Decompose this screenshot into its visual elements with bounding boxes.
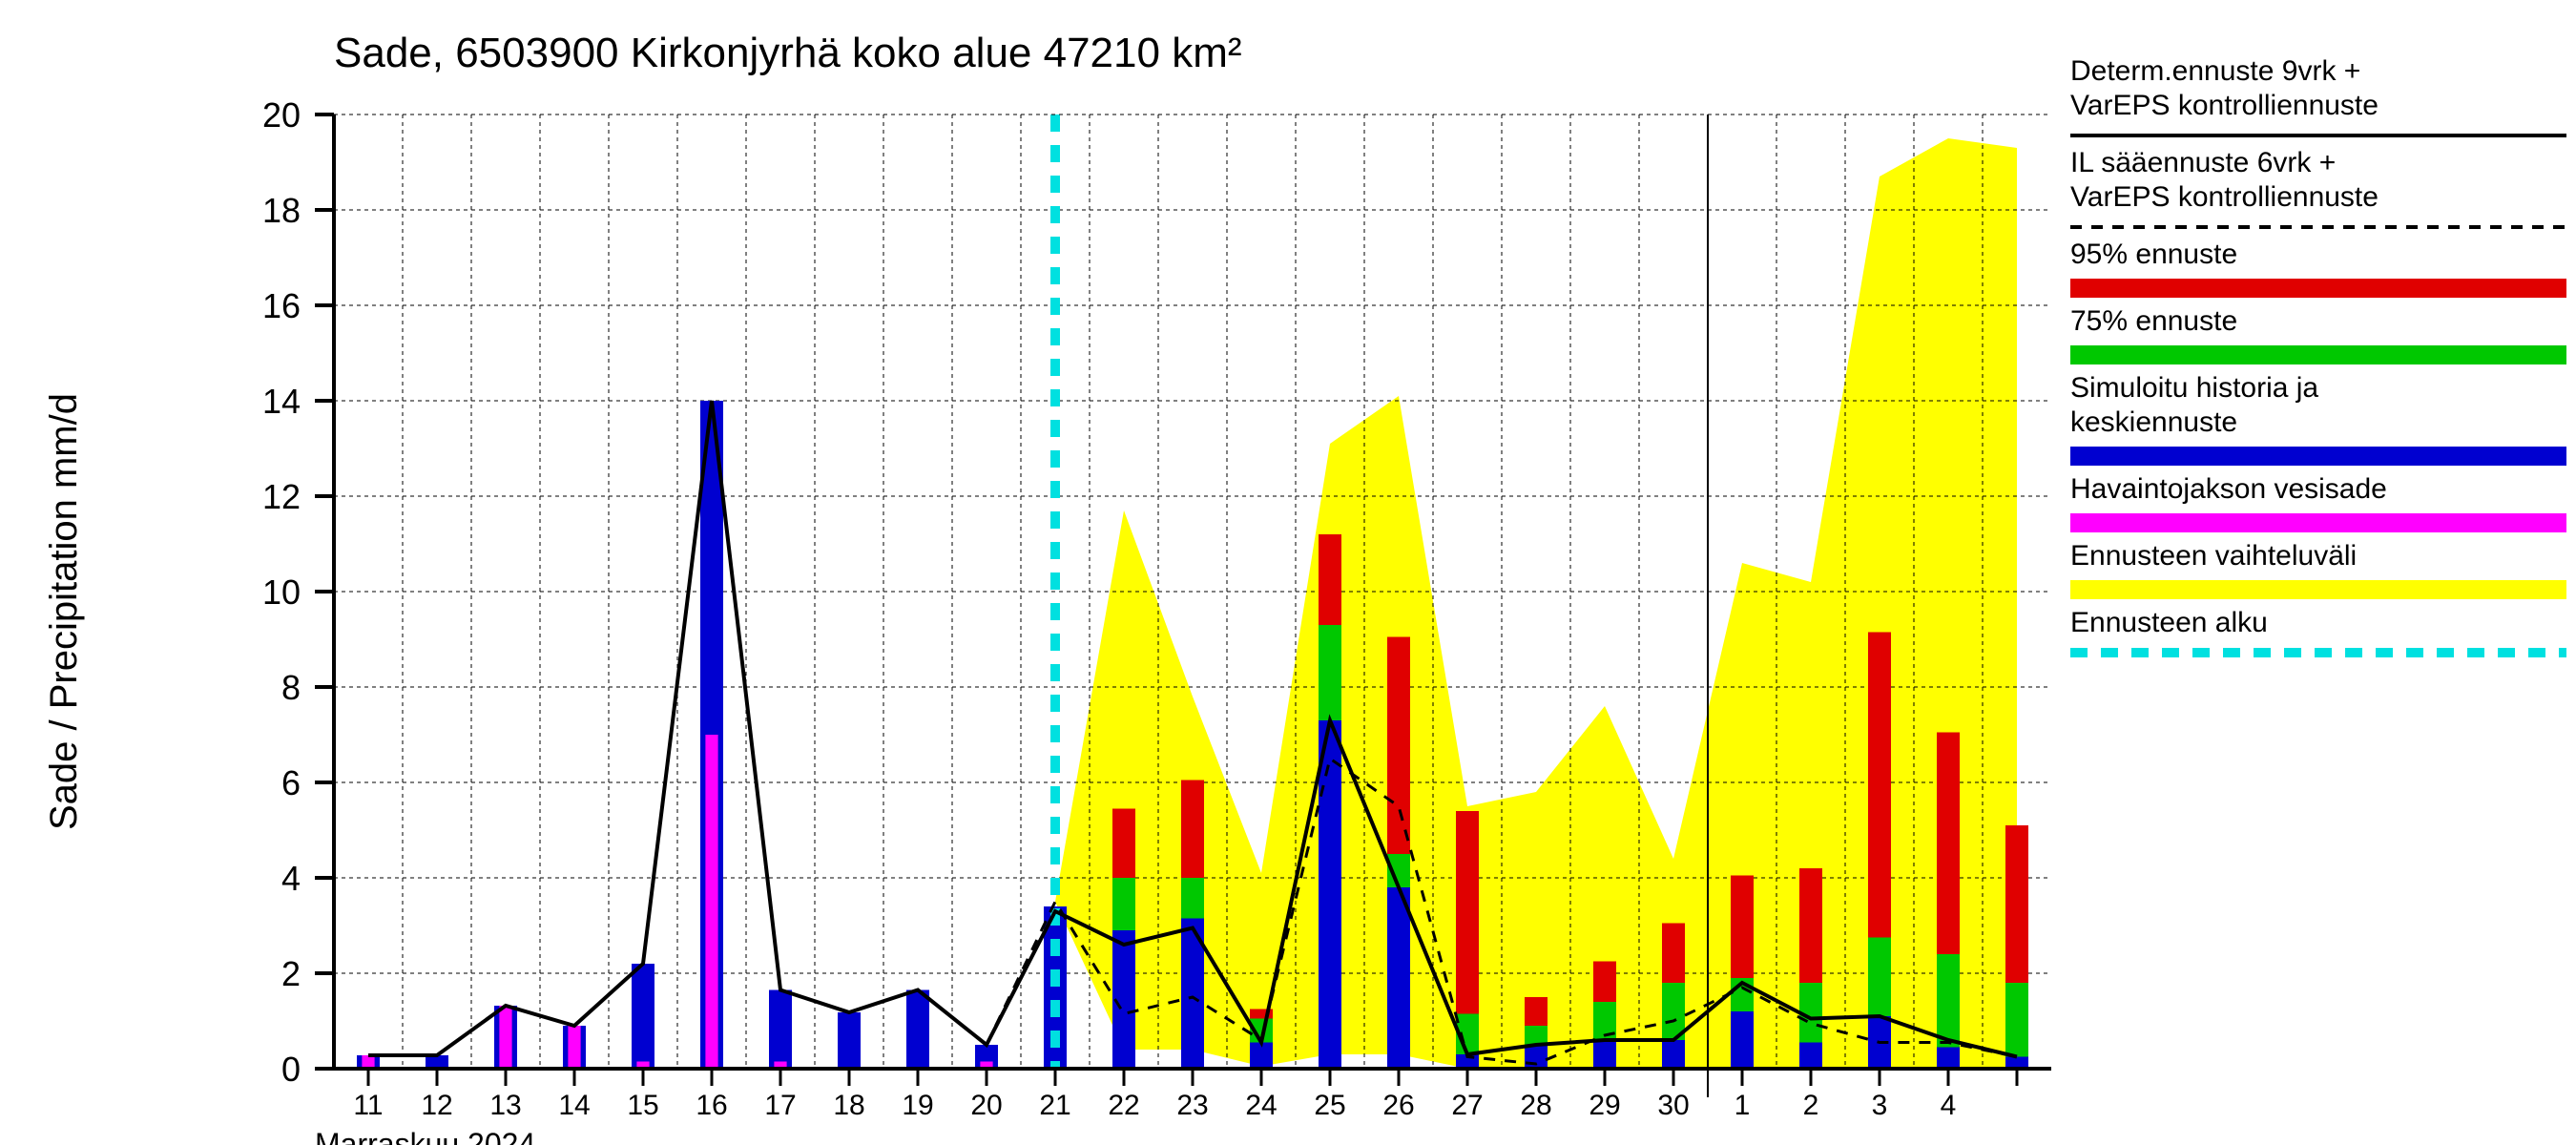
bar-95pct [1799,868,1822,983]
month-label-fi: Marraskuu 2024 [315,1127,535,1145]
bar-median [1662,1040,1685,1069]
xtick-label: 13 [489,1090,521,1121]
bar-95pct [2005,825,2028,983]
bar-95pct [1593,962,1616,1003]
xtick-label: 23 [1176,1090,1208,1121]
xtick-label: 4 [1941,1090,1957,1121]
bar-median [1799,1043,1822,1070]
ytick-label: 8 [281,668,301,707]
xtick-label: 25 [1314,1090,1345,1121]
xtick-label: 14 [558,1090,590,1121]
precipitation-chart: 0246810121416182011121314151617181920212… [0,0,2576,1145]
bar-median [1731,1011,1754,1069]
ytick-label: 12 [262,477,301,516]
bar-75pct [1181,878,1204,919]
chart-svg: 0246810121416182011121314151617181920212… [0,0,2576,1145]
xtick-label: 12 [421,1090,452,1121]
legend-label: Havaintojakson vesisade [2070,473,2387,505]
bar-95pct [1387,637,1410,855]
ytick-label: 18 [262,191,301,230]
bar-median [1319,720,1341,1069]
bar-95pct [1456,811,1479,1014]
legend-swatch [2070,279,2566,298]
ytick-label: 2 [281,954,301,993]
legend-swatch [2070,580,2566,599]
legend-swatch [2070,345,2566,364]
xtick-label: 24 [1245,1090,1277,1121]
bar-75pct [1525,1026,1548,1045]
bar-95pct [1662,924,1685,984]
ytick-label: 20 [262,95,301,135]
bar-observed-rain [568,1026,580,1069]
bar-95pct [1731,876,1754,979]
bar-median [1250,1043,1273,1070]
bar-median [769,990,792,1070]
bar-observed-rain [499,1006,511,1069]
xtick-label: 11 [353,1090,383,1121]
bar-median [1937,1048,1960,1070]
xtick-label: 2 [1803,1090,1819,1121]
ytick-label: 0 [281,1050,301,1089]
legend-label: Simuloitu historia ja [2070,372,2318,404]
legend-label: 95% ennuste [2070,239,2237,270]
legend-label: Ennusteen vaihteluväli [2070,540,2357,572]
bar-75pct [1112,878,1135,930]
bar-median [632,964,654,1069]
bar-median [1593,1040,1616,1069]
xtick-label: 19 [902,1090,933,1121]
legend-label: Determ.ennuste 9vrk + [2070,55,2360,87]
xtick-label: 28 [1520,1090,1551,1121]
bar-median [906,990,929,1070]
ytick-label: 10 [262,572,301,612]
bar-median [1387,887,1410,1069]
legend-swatch [2070,513,2566,532]
bar-95pct [1525,997,1548,1026]
bar-95pct [1319,534,1341,625]
bar-95pct [1868,633,1891,938]
legend-label: VarEPS kontrolliennuste [2070,181,2379,213]
legend-label: keskiennuste [2070,406,2237,438]
bar-75pct [2005,983,2028,1057]
xtick-label: 20 [970,1090,1002,1121]
xtick-label: 27 [1451,1090,1483,1121]
xtick-label: 15 [627,1090,658,1121]
xtick-label: 17 [764,1090,796,1121]
bar-median [838,1012,861,1069]
legend-label: VarEPS kontrolliennuste [2070,90,2379,121]
xtick-label: 26 [1382,1090,1414,1121]
bar-95pct [1937,733,1960,955]
xtick-label: 18 [833,1090,864,1121]
bar-observed-rain [705,735,717,1069]
bar-observed-rain [362,1055,374,1069]
xtick-label: 30 [1657,1090,1689,1121]
xtick-label: 22 [1108,1090,1139,1121]
bar-95pct [1181,781,1204,879]
legend-label: Ennusteen alku [2070,607,2268,638]
y-axis-label: Sade / Precipitation mm/d [43,393,85,830]
xtick-label: 3 [1872,1090,1888,1121]
bar-75pct [1937,954,1960,1048]
ytick-label: 4 [281,859,301,898]
legend-swatch [2070,447,2566,466]
ytick-label: 14 [262,382,301,421]
xtick-label: 21 [1039,1090,1070,1121]
ytick-label: 6 [281,763,301,802]
xtick-label: 16 [696,1090,727,1121]
xtick-label: 1 [1735,1090,1751,1121]
legend-label: IL sääennuste 6vrk + [2070,147,2336,178]
ytick-label: 16 [262,286,301,325]
legend-label: 75% ennuste [2070,305,2237,337]
bar-75pct [1319,625,1341,720]
bar-75pct [1868,938,1891,1017]
xtick-label: 29 [1589,1090,1620,1121]
chart-title: Sade, 6503900 Kirkonjyrhä koko alue 4721… [334,30,1242,76]
bar-median [426,1055,448,1069]
bar-95pct [1112,809,1135,879]
